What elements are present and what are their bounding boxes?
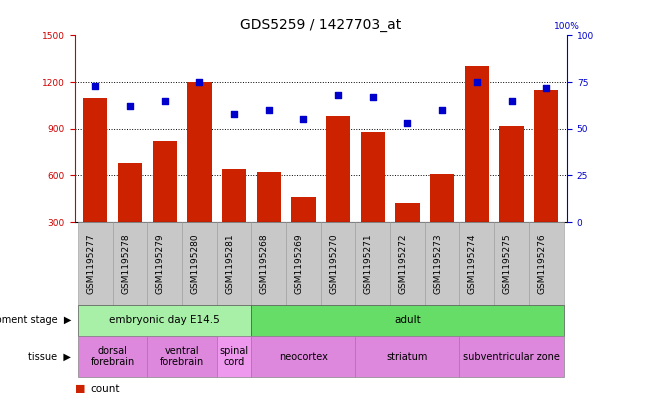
Bar bbox=[465, 66, 489, 269]
Bar bbox=[534, 90, 559, 269]
Text: count: count bbox=[91, 384, 121, 393]
Point bbox=[367, 94, 378, 100]
Bar bbox=[292, 197, 316, 269]
Text: subventricular zone: subventricular zone bbox=[463, 352, 560, 362]
Text: development stage  ▶: development stage ▶ bbox=[0, 315, 71, 325]
Text: GSM1195280: GSM1195280 bbox=[191, 233, 200, 294]
Point bbox=[437, 107, 447, 113]
Bar bbox=[257, 172, 281, 269]
Bar bbox=[430, 174, 454, 269]
Text: ■: ■ bbox=[75, 384, 85, 393]
Text: GSM1195271: GSM1195271 bbox=[364, 233, 373, 294]
Point bbox=[159, 97, 170, 104]
Point bbox=[541, 84, 551, 91]
Bar bbox=[187, 82, 211, 269]
Point bbox=[90, 83, 100, 89]
Point bbox=[264, 107, 274, 113]
Text: GSM1195270: GSM1195270 bbox=[329, 233, 338, 294]
Text: GSM1195273: GSM1195273 bbox=[433, 233, 442, 294]
Text: GSM1195274: GSM1195274 bbox=[468, 233, 477, 294]
Text: GSM1195276: GSM1195276 bbox=[537, 233, 546, 294]
Point bbox=[333, 92, 343, 98]
Text: tissue  ▶: tissue ▶ bbox=[29, 352, 71, 362]
Text: 100%: 100% bbox=[554, 22, 580, 31]
Text: GSM1195277: GSM1195277 bbox=[86, 233, 95, 294]
Text: GSM1195278: GSM1195278 bbox=[121, 233, 130, 294]
Point bbox=[298, 116, 308, 123]
Point bbox=[229, 111, 239, 117]
Bar bbox=[500, 126, 524, 269]
Point bbox=[472, 79, 482, 85]
Text: neocortex: neocortex bbox=[279, 352, 328, 362]
Bar bbox=[118, 163, 142, 269]
Text: GSM1195275: GSM1195275 bbox=[502, 233, 511, 294]
Point bbox=[125, 103, 135, 109]
Bar bbox=[152, 141, 177, 269]
Text: dorsal
forebrain: dorsal forebrain bbox=[91, 346, 135, 367]
Bar bbox=[395, 204, 420, 269]
Point bbox=[194, 79, 205, 85]
Bar bbox=[83, 97, 108, 269]
Text: striatum: striatum bbox=[387, 352, 428, 362]
Bar bbox=[361, 132, 385, 269]
Text: GSM1195268: GSM1195268 bbox=[260, 233, 269, 294]
Title: GDS5259 / 1427703_at: GDS5259 / 1427703_at bbox=[240, 18, 401, 31]
Text: spinal
cord: spinal cord bbox=[220, 346, 249, 367]
Bar bbox=[222, 169, 246, 269]
Text: GSM1195279: GSM1195279 bbox=[156, 233, 165, 294]
Text: GSM1195272: GSM1195272 bbox=[399, 233, 408, 294]
Point bbox=[402, 120, 413, 126]
Point bbox=[506, 97, 516, 104]
Text: embryonic day E14.5: embryonic day E14.5 bbox=[110, 315, 220, 325]
Text: GSM1195281: GSM1195281 bbox=[225, 233, 234, 294]
Text: ventral
forebrain: ventral forebrain bbox=[160, 346, 204, 367]
Text: GSM1195269: GSM1195269 bbox=[294, 233, 303, 294]
Text: adult: adult bbox=[394, 315, 421, 325]
Bar bbox=[326, 116, 350, 269]
